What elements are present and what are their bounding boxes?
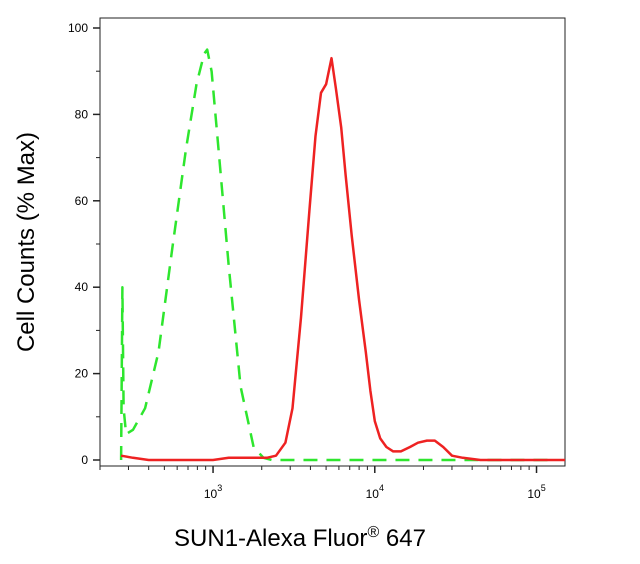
x-axis-label: SUN1-Alexa Fluor® 647 — [174, 524, 426, 552]
plot-area-frame — [99, 17, 566, 467]
y-tick-label: 100 — [68, 21, 88, 35]
y-tick-label: 0 — [81, 453, 88, 467]
y-tick-label: 60 — [75, 194, 89, 208]
y-tick-label: 20 — [75, 367, 89, 381]
x-axis-label-suffix: 647 — [379, 525, 426, 552]
y-tick-label: 80 — [75, 107, 89, 121]
x-tick-label: 105 — [527, 483, 545, 501]
x-axis-ticks: 103 104 105 — [99, 466, 546, 501]
y-axis-label: Cell Counts (% Max) — [13, 132, 40, 352]
series-line-dashed — [119, 48, 550, 462]
y-axis-ticks: 0 20 40 60 80 100 — [68, 21, 100, 467]
y-tick-label: 40 — [75, 280, 89, 294]
series-line-solid — [120, 56, 565, 462]
x-tick-label: 103 — [204, 483, 222, 501]
x-tick-label: 104 — [366, 483, 384, 501]
axis-labels: SUN1-Alexa Fluor® 647 Cell Counts (% Max… — [13, 132, 426, 552]
x-axis-label-superscript: ® — [367, 524, 379, 541]
series-layer — [119, 48, 565, 462]
